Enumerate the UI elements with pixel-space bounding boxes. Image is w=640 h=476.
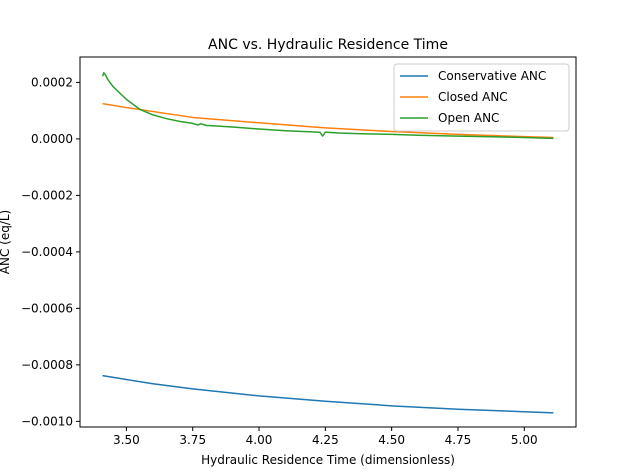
legend: Conservative ANC Closed ANC Open ANC [393, 63, 570, 132]
y-tick-label: −0.0008 [21, 358, 73, 372]
series-line-2 [101, 72, 554, 140]
plot-lines [101, 72, 554, 414]
y-tick-label: 0.0002 [31, 75, 73, 89]
y-tick-label: −0.0004 [21, 245, 73, 259]
series-line-0 [102, 374, 554, 414]
y-tick-label: 0.0000 [31, 132, 73, 146]
y-tick-label: −0.0010 [21, 414, 73, 428]
x-tick-label: 5.00 [511, 433, 538, 447]
legend-label: Conservative ANC [438, 69, 546, 83]
x-tick-label: 4.75 [445, 433, 472, 447]
y-axis-ticks: 0.0002 0.0000 −0.0002 −0.0004 −0.0006 −0.0008… [21, 75, 80, 428]
chart-title: ANC vs. Hydraulic Residence Time [208, 37, 448, 53]
x-tick-label: 4.50 [378, 433, 405, 447]
plot-frame [79, 56, 577, 428]
y-tick-label: −0.0002 [21, 188, 73, 202]
legend-label: Open ANC [438, 111, 499, 125]
x-axis-ticks: 3.50 3.75 4.00 4.25 4.50 4.75 5.00 [113, 427, 538, 447]
legend-label: Closed ANC [438, 90, 508, 104]
x-tick-label: 4.00 [246, 433, 273, 447]
x-axis-label: Hydraulic Residence Time (dimensionless) [201, 453, 455, 467]
y-axis-label: ANC (eq/L) [0, 210, 12, 274]
y-tick-label: −0.0006 [21, 301, 73, 315]
x-tick-label: 4.25 [312, 433, 339, 447]
x-tick-label: 3.50 [113, 433, 140, 447]
series-line-1 [102, 102, 554, 139]
x-tick-label: 3.75 [179, 433, 206, 447]
legend-box [393, 63, 570, 132]
